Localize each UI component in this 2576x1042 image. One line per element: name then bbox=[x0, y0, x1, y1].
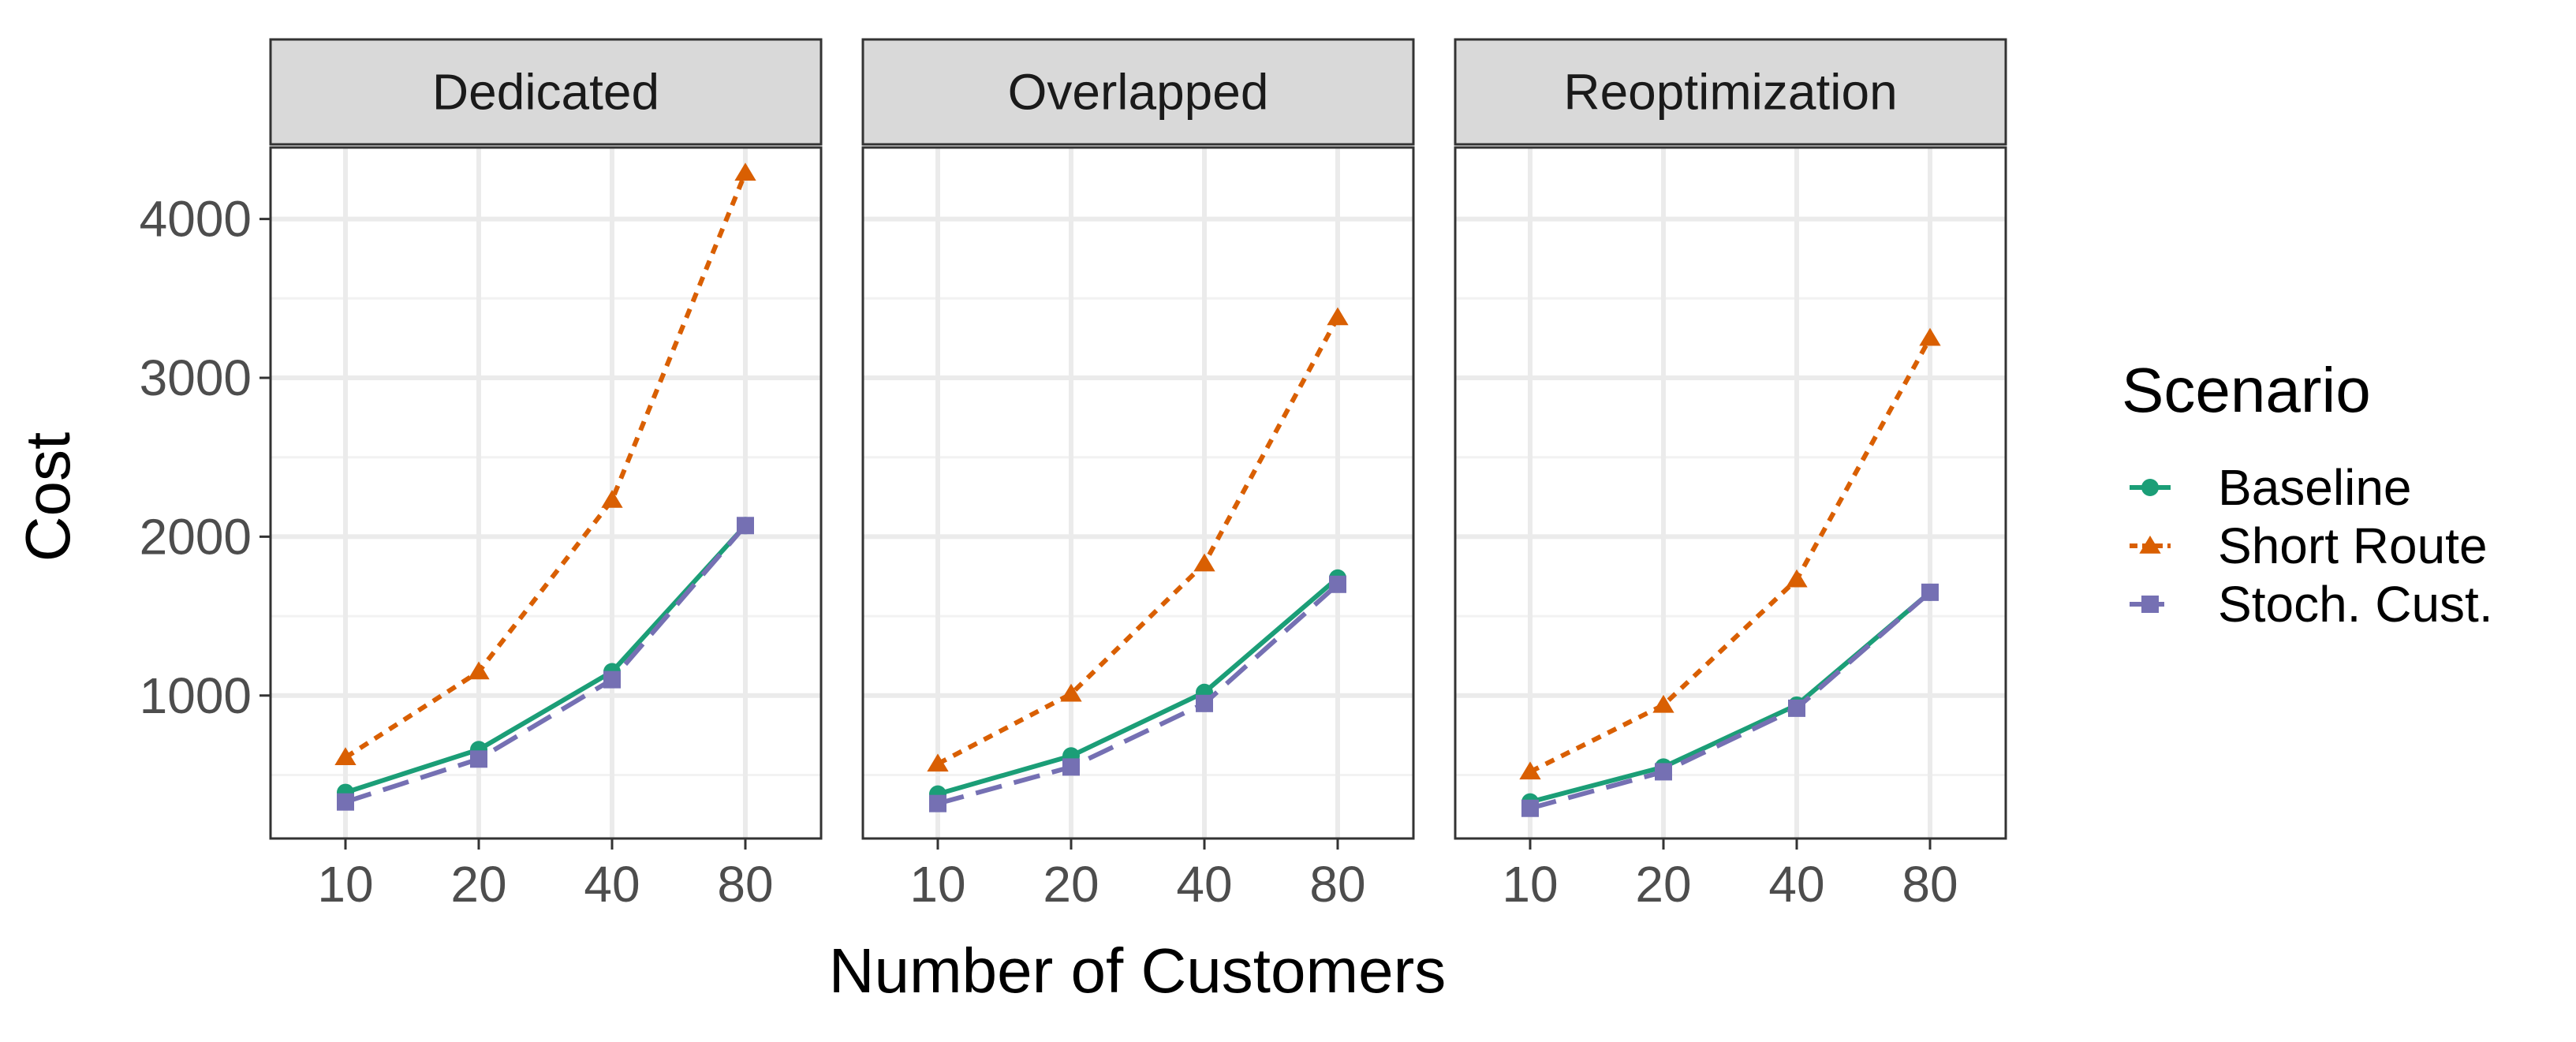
data-point bbox=[1329, 575, 1346, 593]
panel-dedicated: Dedicated 10 20 40 80 1000 2000 3000 4000 bbox=[140, 38, 823, 913]
facet-title: Overlapped bbox=[1008, 64, 1269, 121]
data-point bbox=[334, 747, 357, 766]
data-point bbox=[1519, 761, 1541, 780]
data-point bbox=[1786, 569, 1808, 588]
facet-strip bbox=[269, 38, 823, 146]
legend-label: Baseline bbox=[2218, 459, 2412, 516]
x-tick-label: 20 bbox=[1635, 856, 1691, 913]
data-point bbox=[603, 670, 621, 689]
x-tick-label: 80 bbox=[717, 856, 773, 913]
x-tick-label: 80 bbox=[1902, 856, 1958, 913]
y-axis-title: Cost bbox=[13, 432, 83, 562]
data-point bbox=[737, 517, 754, 535]
x-axis-title: Number of Customers bbox=[829, 936, 1446, 1006]
series-line-short-route bbox=[1529, 337, 1932, 775]
x-tick-label: 40 bbox=[1176, 856, 1232, 913]
chart-panels: Dedicated 10 20 40 80 1000 2000 3000 4000 Overlap… bbox=[140, 38, 2007, 913]
data-point bbox=[468, 661, 490, 680]
legend-label: Short Route bbox=[2218, 517, 2488, 574]
data-point bbox=[734, 162, 756, 181]
legend-key-marker bbox=[2139, 536, 2161, 554]
data-point bbox=[1655, 763, 1672, 781]
x-tick-label: 80 bbox=[1309, 856, 1365, 913]
x-tick-label: 10 bbox=[1502, 856, 1558, 913]
data-point bbox=[1193, 553, 1215, 572]
y-tick-label: 2000 bbox=[140, 508, 252, 565]
legend-key-marker bbox=[2141, 479, 2159, 496]
data-point bbox=[927, 753, 949, 772]
data-point bbox=[337, 793, 354, 811]
series-line-stoch-cust- bbox=[345, 524, 748, 805]
y-tick-label: 1000 bbox=[140, 667, 252, 724]
y-tick-label: 3000 bbox=[140, 349, 252, 406]
x-tick-label: 20 bbox=[1043, 856, 1099, 913]
legend-title: Scenario bbox=[2122, 355, 2371, 425]
x-tick-label: 20 bbox=[450, 856, 506, 913]
data-point bbox=[1652, 694, 1674, 713]
x-tick-label: 40 bbox=[584, 856, 640, 913]
plot-background bbox=[1455, 148, 2006, 838]
x-tick-label: 40 bbox=[1768, 856, 1824, 913]
data-point bbox=[1919, 327, 1941, 346]
data-point bbox=[1921, 583, 1939, 601]
data-point bbox=[1196, 694, 1213, 712]
data-point bbox=[1327, 307, 1349, 326]
plot-background bbox=[271, 148, 821, 838]
data-point bbox=[929, 794, 946, 812]
data-point bbox=[1062, 758, 1080, 776]
panel-border bbox=[1454, 146, 2007, 840]
data-point bbox=[470, 750, 487, 768]
legend-key-marker bbox=[2141, 596, 2159, 613]
x-tick-label: 10 bbox=[317, 856, 373, 913]
legend-label: Stoch. Cust. bbox=[2218, 576, 2493, 633]
series-line-stoch-cust- bbox=[1529, 590, 1932, 811]
x-tick-label: 10 bbox=[909, 856, 965, 913]
series-line-short-route bbox=[936, 316, 1340, 767]
facet-strip bbox=[1454, 38, 2007, 146]
data-point bbox=[1521, 799, 1539, 817]
series-line-stoch-cust- bbox=[937, 582, 1339, 806]
panel-reoptimization: Reoptimization 10 20 40 80 bbox=[1454, 38, 2007, 913]
facet-strip bbox=[861, 38, 1415, 146]
facet-title: Dedicated bbox=[432, 64, 659, 121]
y-tick-label: 4000 bbox=[140, 191, 252, 248]
series-line-short-route bbox=[344, 172, 748, 760]
facet-title: Reoptimization bbox=[1563, 64, 1897, 121]
data-point bbox=[1788, 699, 1805, 717]
data-point bbox=[1060, 683, 1082, 702]
panel-overlapped: Overlapped 10 20 40 80 bbox=[861, 38, 1415, 913]
series-line-baseline bbox=[345, 524, 748, 795]
panel-border bbox=[861, 146, 1415, 840]
data-point bbox=[601, 490, 623, 508]
panel-border bbox=[269, 146, 823, 840]
series-line-baseline bbox=[937, 576, 1339, 797]
